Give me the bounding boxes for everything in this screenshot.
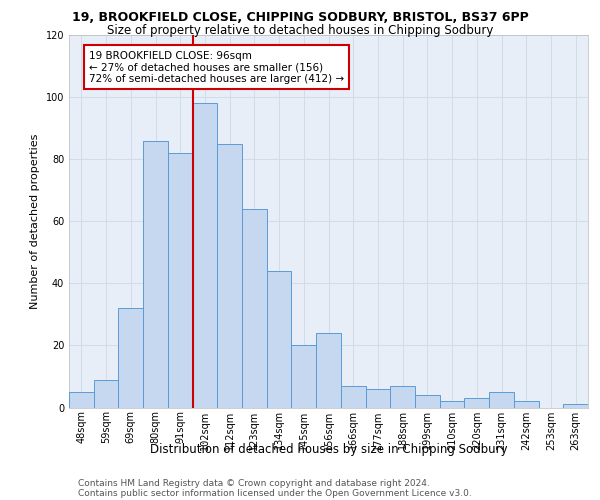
Bar [390, 386, 415, 407]
Bar [341, 386, 365, 407]
Bar [464, 398, 489, 407]
Bar [69, 392, 94, 407]
Bar [316, 333, 341, 407]
Bar [563, 404, 588, 407]
Bar [365, 389, 390, 407]
Text: Distribution of detached houses by size in Chipping Sodbury: Distribution of detached houses by size … [150, 442, 508, 456]
Y-axis label: Number of detached properties: Number of detached properties [30, 134, 40, 309]
Bar [242, 209, 267, 408]
Bar [118, 308, 143, 408]
Bar [267, 271, 292, 407]
Bar [94, 380, 118, 407]
Text: 19, BROOKFIELD CLOSE, CHIPPING SODBURY, BRISTOL, BS37 6PP: 19, BROOKFIELD CLOSE, CHIPPING SODBURY, … [71, 11, 529, 24]
Bar [514, 402, 539, 407]
Bar [143, 140, 168, 407]
Text: 19 BROOKFIELD CLOSE: 96sqm
← 27% of detached houses are smaller (156)
72% of sem: 19 BROOKFIELD CLOSE: 96sqm ← 27% of deta… [89, 50, 344, 84]
Bar [168, 153, 193, 407]
Bar [193, 104, 217, 408]
Bar [415, 395, 440, 407]
Bar [217, 144, 242, 408]
Bar [292, 346, 316, 408]
Text: Contains public sector information licensed under the Open Government Licence v3: Contains public sector information licen… [78, 488, 472, 498]
Bar [440, 402, 464, 407]
Bar [489, 392, 514, 407]
Text: Size of property relative to detached houses in Chipping Sodbury: Size of property relative to detached ho… [107, 24, 493, 37]
Text: Contains HM Land Registry data © Crown copyright and database right 2024.: Contains HM Land Registry data © Crown c… [78, 478, 430, 488]
